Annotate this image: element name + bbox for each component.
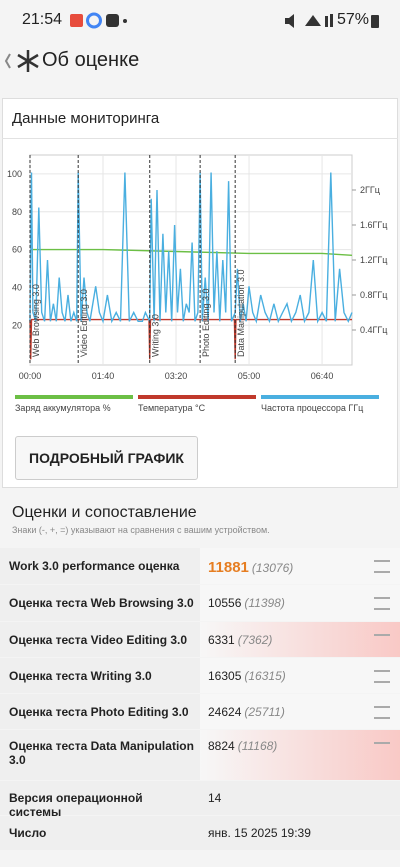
divider — [2, 138, 398, 139]
back-button[interactable] — [3, 48, 41, 74]
y-tick-label: 20 — [12, 320, 22, 330]
row-label: Число — [9, 826, 47, 840]
battery-icon — [371, 15, 379, 28]
compare-value: (13076) — [251, 561, 294, 575]
y2-tick-label: 2ГГц — [360, 185, 380, 195]
row-value-cell: янв. 15 2025 19:39 — [200, 816, 400, 850]
compare-value: (25711) — [244, 704, 285, 719]
note: Знаки (-, +, =) указывают на сравнения с… — [12, 525, 270, 535]
y2-tick-label: 1.6ГГц — [360, 220, 387, 230]
x-tick-label: 01:40 — [92, 371, 115, 381]
row-value: 24624 (25711) — [208, 705, 285, 719]
score-row: Work 3.0 performance оценка 11881 (13076) — [0, 548, 400, 584]
row-label: Оценка теста Data Manipulation 3.0 — [9, 739, 194, 767]
score-value: 24624 — [208, 704, 242, 719]
marker-label: Data Manipulation 3.0 — [236, 269, 246, 357]
row-value: 14 — [208, 791, 221, 805]
compare-value: (7362) — [237, 632, 273, 647]
score-row: Оценка теста Web Browsing 3.0 10556 (11398… — [0, 585, 400, 621]
system-icons — [285, 14, 333, 28]
series-line — [29, 318, 352, 360]
legend-label: Частота процессора ГГц — [261, 403, 363, 413]
compare-value: (11398) — [244, 596, 285, 610]
row-value-cell: 10556 (11398) — [200, 585, 400, 621]
marker-label: Writing 3.0 — [151, 314, 161, 357]
compare-value: (16315) — [244, 668, 286, 683]
compare-icon — [374, 597, 390, 610]
legend-label: Температура °C — [138, 403, 206, 413]
battery-level: 57% — [337, 11, 370, 28]
row-value-cell: 24624 (25711) — [200, 694, 400, 729]
row-value-cell: 8824 (11168) — [200, 730, 400, 780]
row-label: Work 3.0 performance оценка — [9, 559, 180, 573]
row-label: Оценка теста Writing 3.0 — [9, 668, 152, 683]
compare-icon — [374, 669, 390, 683]
y-tick-label: 40 — [12, 282, 22, 292]
score-row: Оценка теста Video Editing 3.0 6331 (7362) — [0, 622, 400, 657]
y-tick-label: 100 — [7, 169, 22, 179]
legend-swatch — [261, 395, 379, 399]
row-value: 10556 (11398) — [208, 596, 285, 610]
row-value: янв. 15 2025 19:39 — [208, 826, 311, 840]
score-value: 8824 — [208, 739, 235, 753]
score-value: 14 — [208, 791, 222, 805]
x-tick-label: 06:40 — [311, 371, 334, 381]
monitoring-chart: 20 40 60 80 100 0.4ГГц 0.8ГГц 1.2ГГц 1.6ГГц 2ГГц 0… — [7, 154, 387, 413]
y-tick-label: 60 — [12, 245, 22, 255]
row-label: Оценка теста Photo Editing 3.0 — [9, 704, 189, 719]
row-value: 8824 (11168) — [208, 739, 277, 753]
compare-icon — [374, 633, 390, 645]
compare-icon — [374, 705, 390, 719]
clock: 21:54 — [22, 11, 63, 28]
row-value-cell: 6331 (7362) — [200, 622, 400, 657]
row-value-cell: 11881 (13076) — [200, 548, 400, 584]
status-icons — [70, 12, 127, 29]
header-title: Об оценке — [42, 49, 140, 71]
row-value-cell: 14 — [200, 781, 400, 815]
compare-icon — [374, 560, 390, 573]
marker-label: Web Browsing 3.0 — [31, 284, 41, 357]
row-value: 11881 (13076) — [208, 559, 293, 576]
score-value: янв. 15 2025 19:39 — [208, 826, 311, 840]
marker-label: Photo Editing 3.0 — [201, 288, 211, 357]
score-value: 16305 — [208, 668, 242, 683]
row-value-cell: 16305 (16315) — [200, 658, 400, 693]
x-tick-label: 05:00 — [238, 371, 261, 381]
compare-icon — [374, 742, 390, 753]
row-value: 6331 (7362) — [208, 633, 272, 647]
x-tick-label: 00:00 — [19, 371, 42, 381]
legend-label: Заряд аккумулятора % — [15, 403, 111, 413]
series-line — [29, 172, 353, 324]
score-row: Оценка теста Data Manipulation 3.0 8824 (1… — [0, 730, 400, 780]
score-row: Оценка теста Photo Editing 3.0 24624 (2571… — [0, 694, 400, 729]
y2-tick-label: 1.2ГГц — [360, 255, 387, 265]
score-value: 10556 — [208, 596, 242, 610]
row-label: Оценка теста Video Editing 3.0 — [9, 632, 188, 647]
compare-value: (11168) — [237, 739, 278, 753]
y-tick-label: 80 — [12, 207, 22, 217]
row-label: Оценка теста Web Browsing 3.0 — [9, 596, 194, 610]
legend-swatch — [138, 395, 256, 399]
detail-chart-button[interactable]: ПОДРОБНЫЙ ГРАФИК — [15, 436, 198, 480]
status-bar: 21:54 57% — [0, 0, 400, 40]
x-tick-label: 03:20 — [165, 371, 188, 381]
row-label: Версия операционной системы — [9, 791, 143, 819]
legend-swatch — [15, 395, 133, 399]
score-value: 11881 — [208, 559, 249, 576]
score-row: Оценка теста Writing 3.0 16305 (16315) — [0, 658, 400, 693]
score-row: Версия операционной системы 14 — [0, 781, 400, 819]
score-value: 6331 — [208, 632, 235, 647]
y2-tick-label: 0.4ГГц — [360, 325, 387, 335]
marker-label: Video Editing 3.0 — [79, 289, 89, 357]
score-row: Число янв. 15 2025 19:39 — [0, 816, 400, 850]
section-title: Оценки и сопоставление — [12, 504, 197, 521]
section-title: Данные мониторинга — [12, 110, 160, 127]
y2-tick-label: 0.8ГГц — [360, 290, 387, 300]
row-value: 16305 (16315) — [208, 669, 286, 683]
